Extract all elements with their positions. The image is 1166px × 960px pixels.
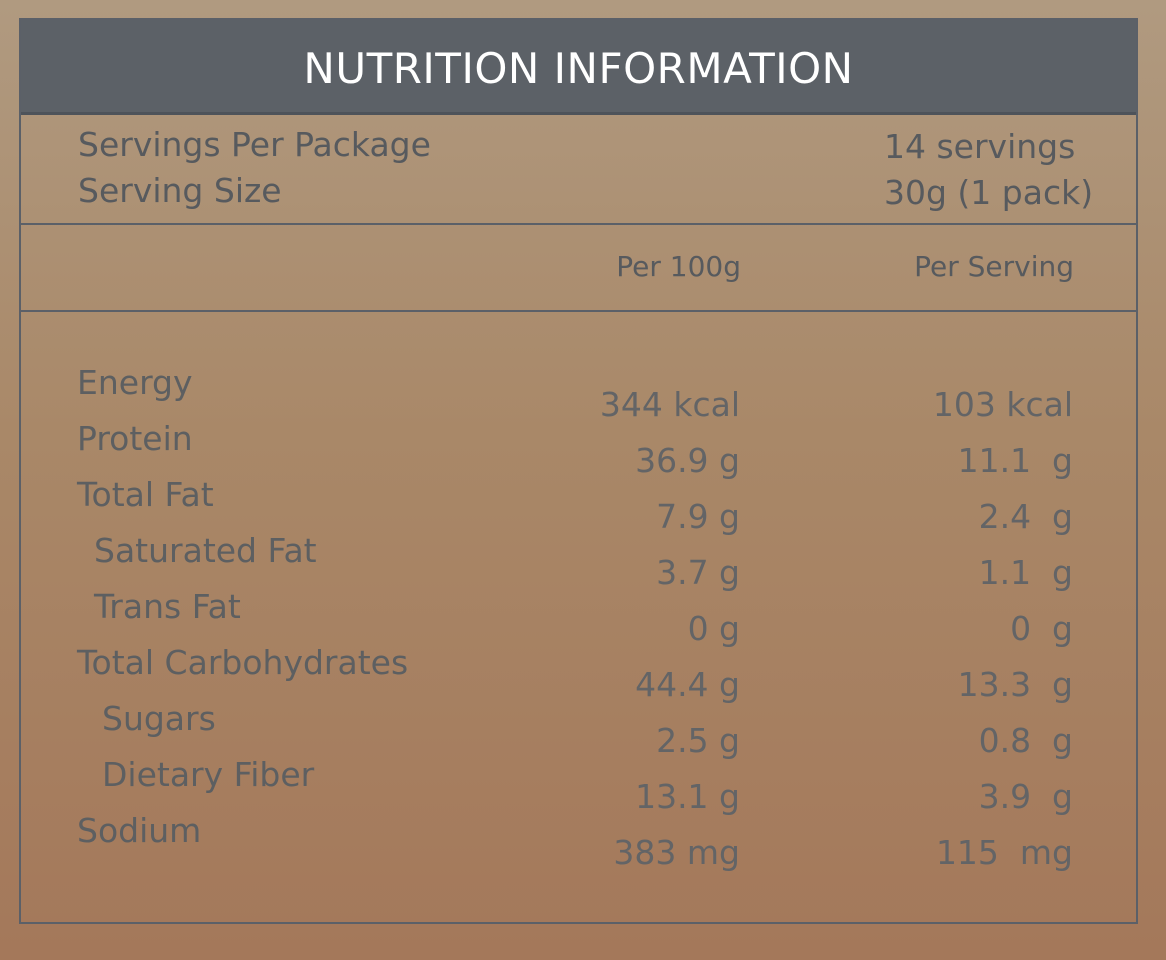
nutrient-value-per-100g: 13.1 g <box>635 777 740 816</box>
nutrient-value-per-serving: 1.1 g <box>978 553 1073 592</box>
nutrient-value-per-100g: 3.7 g <box>656 553 740 592</box>
divider <box>21 223 1136 225</box>
servings-per-package-label: Servings Per Package <box>78 125 431 164</box>
nutrition-panel: NUTRITION INFORMATION Servings Per Packa… <box>19 18 1138 924</box>
nutrient-value-per-100g: 2.5 g <box>656 721 740 760</box>
page-title: NUTRITION INFORMATION <box>303 43 854 93</box>
nutrient-value-per-serving: 0.8 g <box>978 721 1073 760</box>
nutrient-label-dietary-fiber: Dietary Fiber <box>102 755 315 794</box>
nutrient-label-total-fat: Total Fat <box>77 475 214 514</box>
nutrient-value-per-serving: 11.1 g <box>957 441 1073 480</box>
nutrient-label-trans-fat: Trans Fat <box>94 587 241 626</box>
nutrient-value-per-100g: 7.9 g <box>656 497 740 536</box>
column-header-per-100g: Per 100g <box>616 250 741 283</box>
nutrient-value-per-serving: 13.3 g <box>957 665 1073 704</box>
nutrient-label-energy: Energy <box>77 363 193 402</box>
nutrient-label-total-carbohydrates: Total Carbohydrates <box>77 643 409 682</box>
nutrient-value-per-100g: 344 kcal <box>599 385 740 424</box>
nutrient-label-sodium: Sodium <box>77 811 202 850</box>
nutrient-value-per-serving: 0 g <box>1010 609 1073 648</box>
serving-size-label: Serving Size <box>78 171 282 210</box>
nutrient-value-per-100g: 0 g <box>687 609 740 648</box>
nutrient-value-per-100g: 383 mg <box>613 833 740 872</box>
nutrient-label-protein: Protein <box>77 419 193 458</box>
servings-per-package-value: 14 servings <box>884 127 1076 166</box>
nutrient-value-per-serving: 2.4 g <box>978 497 1073 536</box>
nutrient-label-sugars: Sugars <box>102 699 216 738</box>
nutrient-value-per-serving: 115 mg <box>935 833 1073 872</box>
title-bar: NUTRITION INFORMATION <box>21 20 1136 115</box>
nutrient-value-per-100g: 44.4 g <box>635 665 740 704</box>
serving-size-value: 30g (1 pack) <box>884 173 1094 212</box>
nutrient-value-per-serving: 103 kcal <box>932 385 1073 424</box>
nutrient-value-per-serving: 3.9 g <box>978 777 1073 816</box>
nutrient-label-saturated-fat: Saturated Fat <box>94 531 317 570</box>
divider <box>21 310 1136 312</box>
column-header-per-serving: Per Serving <box>914 250 1074 283</box>
nutrient-value-per-100g: 36.9 g <box>635 441 740 480</box>
